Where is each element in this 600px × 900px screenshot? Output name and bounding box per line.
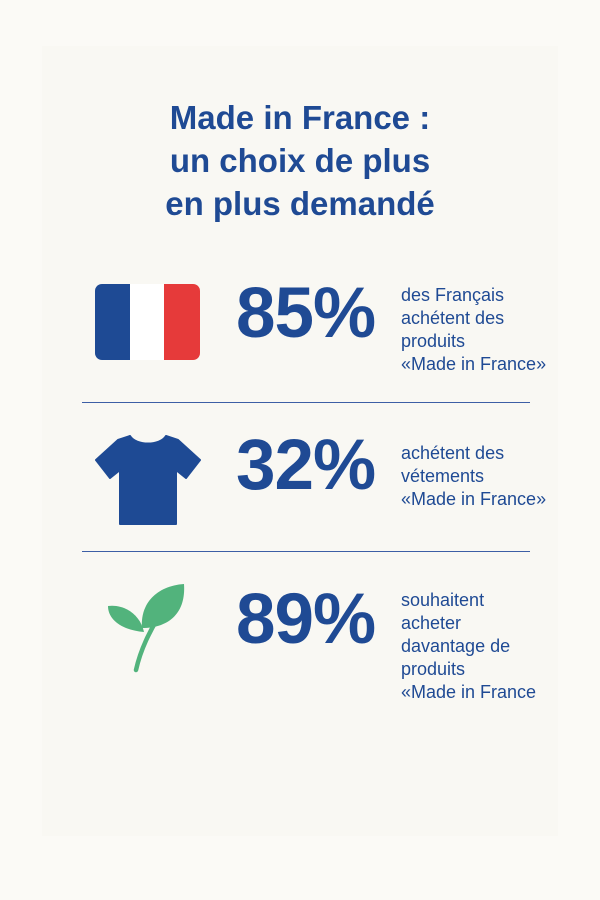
leaf-icon: [108, 584, 185, 673]
stat-description-line: achétent des: [401, 308, 505, 328]
divider: [82, 402, 530, 403]
stat-description-line: produits: [401, 659, 466, 679]
stat-value: 89%: [236, 580, 376, 659]
stat-item-future-buyers: 89% souhaitent acheter davantage de prod…: [0, 580, 600, 702]
stat-value: 32%: [236, 426, 376, 505]
stat-description-line: «Made in France»: [401, 354, 547, 374]
stat-description: des Français achétent des produits «Made…: [401, 284, 581, 376]
stat-item-french-buyers: 85% des Français achétent des produits «…: [0, 270, 600, 390]
stat-description-line: «Made in France: [401, 682, 537, 702]
title-line-3: en plus demandé: [165, 185, 435, 222]
page-title: Made in France : un choix de plus en plu…: [0, 96, 600, 225]
stat-description-line: achétent des: [401, 443, 505, 463]
divider: [82, 551, 530, 552]
stat-value: 85%: [236, 274, 376, 353]
stat-description: achétent des vétements «Made in France»: [401, 442, 581, 511]
title-line-2: un choix de plus: [169, 142, 431, 179]
stat-description-line: souhaitent: [401, 590, 485, 610]
stat-description-line: produits: [401, 331, 466, 351]
french-flag-icon: [95, 284, 200, 360]
stat-description: souhaitent acheter davantage de produits…: [401, 589, 581, 704]
tshirt-icon: [95, 435, 201, 525]
stat-description-line: des Français: [401, 285, 505, 305]
stat-item-clothing-buyers: 32% achétent des vétements «Made in Fran…: [0, 426, 600, 550]
stat-description-line: vétements: [401, 466, 485, 486]
stat-description-line: «Made in France»: [401, 489, 547, 509]
stat-description-line: acheter: [401, 613, 462, 633]
stat-description-line: davantage de: [401, 636, 511, 656]
title-line-1: Made in France :: [169, 99, 431, 136]
